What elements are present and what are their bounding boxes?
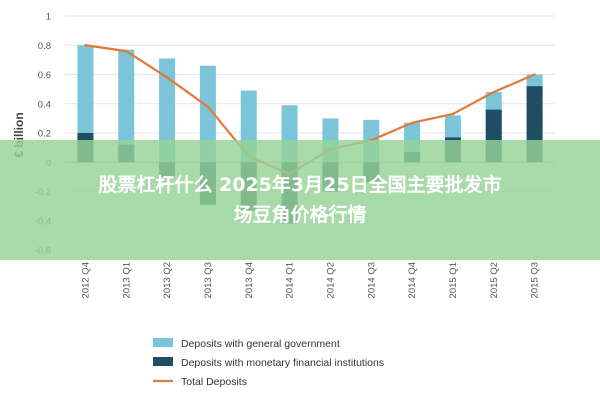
y-tick-label: 0.8: [38, 41, 51, 52]
total-deposits-point: [206, 105, 210, 108]
y-tick-label: 0.2: [38, 129, 51, 140]
x-tick-labels: 2012 Q4 2013 Q1 2013 Q2 2013 Q3 2013 Q4 2014 …: [80, 262, 540, 298]
x-tick-label: 2013 Q3: [203, 262, 214, 298]
x-tick-label: 2015 Q2: [489, 262, 500, 298]
legend-swatch: [153, 338, 173, 347]
x-tick-label: 2014 Q4: [407, 262, 418, 298]
y-tick-label: 0.6: [38, 70, 51, 81]
bar-general-government: [159, 58, 176, 163]
legend-label: Total Deposits: [181, 376, 247, 388]
x-tick-label: 2015 Q3: [530, 262, 541, 298]
x-tick-label: 2013 Q2: [162, 262, 173, 298]
legend-label: Deposits with monetary financial institu…: [181, 357, 384, 369]
total-deposits-point: [165, 76, 169, 79]
bar-general-government: [118, 49, 135, 163]
x-tick-label: 2015 Q1: [448, 262, 459, 298]
x-tick-label: 2014 Q2: [325, 262, 336, 298]
total-deposits-point: [125, 49, 128, 53]
y-tick-label: 1: [46, 12, 51, 23]
overlay-banner: 股票杠杆什么 2025年3月25日全国主要批发市 场豆角价格行情: [0, 140, 600, 260]
overlay-line-1: 股票杠杆什么 2025年3月25日全国主要批发市: [98, 174, 502, 196]
x-tick-label: 2012 Q4: [80, 262, 91, 298]
legend: Deposits with general government Deposits…: [153, 338, 384, 388]
legend-swatch: [153, 357, 173, 366]
x-tick-label: 2014 Q1: [285, 262, 296, 298]
x-tick-label: 2013 Q1: [121, 262, 132, 298]
x-tick-label: 2013 Q4: [244, 262, 255, 298]
x-tick-label: 2014 Q3: [366, 262, 377, 298]
total-deposits-point: [84, 44, 87, 47]
total-deposits-point: [410, 121, 414, 124]
overlay-line-2: 场豆角价格行情: [233, 204, 367, 226]
bar-general-government: [199, 65, 216, 163]
total-deposits-point: [492, 90, 495, 94]
total-deposits-point: [533, 73, 536, 76]
total-deposits-point: [451, 112, 455, 116]
y-tick-label: 0.4: [38, 99, 51, 110]
legend-label: Deposits with general government: [181, 338, 340, 350]
